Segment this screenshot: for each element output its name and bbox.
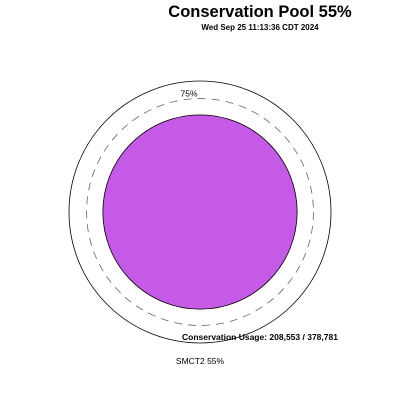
current-storage-circle bbox=[102, 114, 298, 310]
conservation-usage-label: Conservation Usage: 208,553 / 378,781 bbox=[182, 332, 338, 342]
station-label: SMCT2 55% bbox=[176, 356, 225, 366]
reference-ring-label: 75% bbox=[180, 89, 197, 99]
capacity-circle bbox=[68, 80, 332, 344]
chart-title: Conservation Pool 55% bbox=[168, 3, 352, 21]
chart-timestamp: Wed Sep 25 11:13:36 CDT 2024 bbox=[201, 23, 319, 32]
reference-ring-75 bbox=[86, 98, 314, 326]
